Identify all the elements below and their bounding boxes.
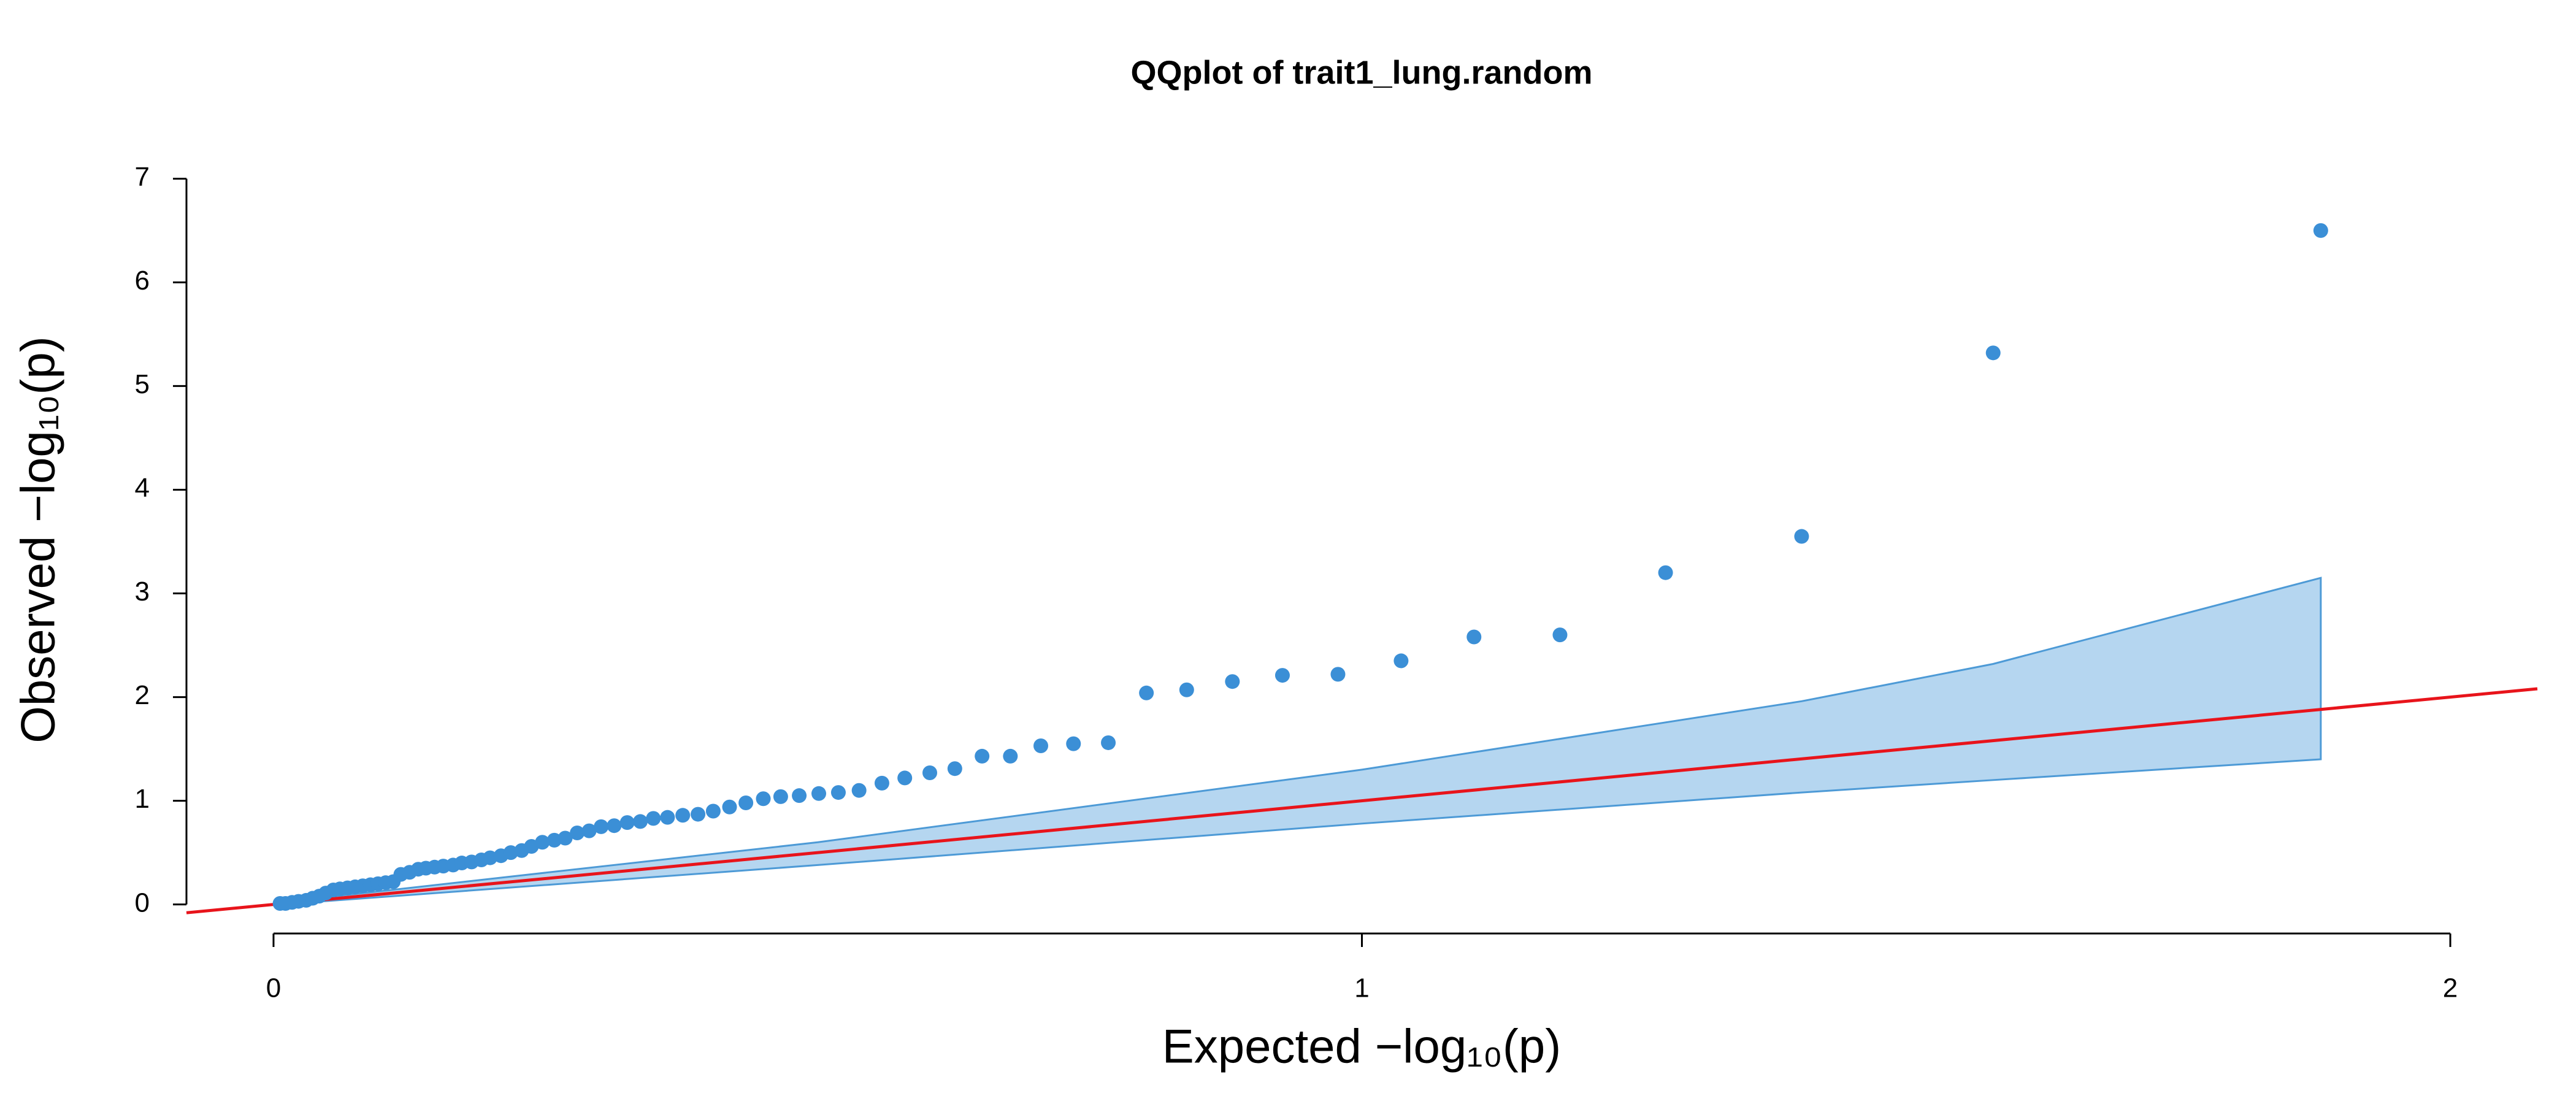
y-tick-label: 6 — [135, 266, 150, 296]
y-tick-label: 3 — [135, 577, 150, 607]
data-point — [811, 786, 827, 801]
data-point — [922, 765, 938, 780]
data-point — [535, 835, 550, 850]
data-point — [2313, 223, 2328, 238]
data-point — [607, 818, 622, 834]
y-tick-label: 5 — [135, 369, 150, 399]
data-point — [570, 826, 585, 841]
data-point — [546, 832, 562, 848]
data-point — [646, 811, 661, 826]
data-point — [660, 810, 675, 825]
data-point — [792, 788, 807, 803]
data-point — [1139, 685, 1154, 700]
data-point — [594, 819, 609, 834]
y-tick-label: 2 — [135, 680, 150, 710]
data-point — [1552, 627, 1568, 643]
x-tick-label: 2 — [2443, 973, 2458, 1003]
data-point — [691, 807, 706, 822]
data-point — [632, 814, 648, 829]
data-point — [1101, 735, 1116, 750]
data-point — [947, 761, 962, 776]
data-point — [722, 799, 737, 815]
data-point — [1794, 529, 1809, 544]
confidence-band — [279, 577, 2322, 906]
data-point — [874, 775, 889, 791]
data-point — [975, 748, 990, 764]
chart-title: QQplot of trait1_lung.random — [1131, 54, 1593, 91]
y-tick-label: 1 — [135, 784, 150, 814]
data-point — [558, 830, 573, 846]
data-point — [851, 783, 867, 798]
data-point — [1066, 736, 1081, 751]
y-axis-label: Observed −log₁₀(p) — [11, 336, 65, 743]
data-point — [1033, 738, 1049, 754]
x-tick-label: 1 — [1354, 973, 1369, 1003]
data-point — [773, 789, 788, 804]
data-point — [1225, 674, 1240, 689]
data-point — [1985, 345, 2001, 361]
data-point — [619, 815, 635, 830]
data-point — [830, 785, 846, 800]
data-point — [897, 770, 913, 786]
data-point — [483, 850, 498, 865]
x-axis-label: Expected −log₁₀(p) — [1162, 1019, 1562, 1073]
data-point — [756, 791, 771, 807]
data-point — [738, 795, 754, 810]
data-point — [675, 808, 691, 823]
data-point — [1275, 668, 1290, 683]
y-tick-label: 4 — [135, 473, 150, 503]
y-tick-label: 0 — [135, 887, 150, 918]
data-point — [705, 803, 721, 819]
y-tick-label: 7 — [135, 162, 150, 192]
data-point — [1330, 667, 1346, 682]
x-tick-label: 0 — [266, 973, 281, 1003]
data-point — [1393, 653, 1409, 669]
data-point — [503, 845, 518, 861]
data-point — [1003, 748, 1018, 764]
data-point — [581, 823, 597, 838]
reference-line — [186, 687, 2538, 914]
data-point — [1179, 682, 1194, 697]
data-point — [1658, 565, 1673, 580]
data-point — [1466, 629, 1482, 645]
